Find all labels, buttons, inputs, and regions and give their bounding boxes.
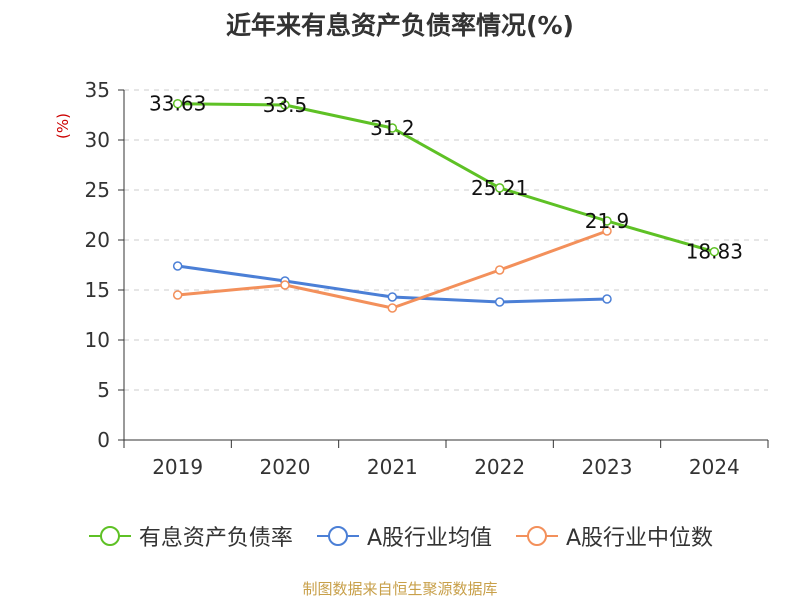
chart-title: 近年来有息资产负债率情况(%) xyxy=(226,11,574,40)
x-tick-label: 2019 xyxy=(152,455,203,479)
data-point xyxy=(387,123,398,133)
data-point xyxy=(172,261,183,271)
data-label: 31.2 xyxy=(370,116,415,140)
data-label: 33.63 xyxy=(149,92,206,116)
series-line-1 xyxy=(177,102,715,254)
data-point xyxy=(280,100,290,110)
data-point xyxy=(494,265,505,275)
source-footer: 制图数据来自恒生聚源数据库 xyxy=(302,580,498,598)
data-point xyxy=(172,98,183,109)
data-point xyxy=(280,280,290,290)
legend-item-2[interactable]: A股行业均值 xyxy=(315,520,492,552)
axes: 0 5 10 15 20 25 30 35 2019 2020 2021 2022 2023 2024 xyxy=(85,78,769,479)
y-tick-label: 35 xyxy=(85,78,110,102)
y-axis-label: (%) xyxy=(54,113,72,139)
data-point xyxy=(494,183,505,193)
data-point xyxy=(602,226,612,236)
data-point xyxy=(172,290,183,300)
y-tick-label: 25 xyxy=(85,178,110,202)
legend-label: 有息资产负债率 xyxy=(138,526,293,551)
data-label: 25.21 xyxy=(471,176,528,200)
data-label: 21.9 xyxy=(585,209,630,233)
y-tick-label: 30 xyxy=(85,128,110,152)
y-tick-label: 10 xyxy=(85,328,110,352)
x-tick-label: 2021 xyxy=(367,455,418,479)
data-label: 33.5 xyxy=(263,93,308,117)
legend-swatch-icon xyxy=(316,526,359,546)
series-layer xyxy=(172,98,720,313)
data-point xyxy=(494,297,505,307)
legend-swatch-icon xyxy=(88,526,131,546)
y-tick-label: 20 xyxy=(85,228,110,252)
y-tick-label: 15 xyxy=(85,278,110,302)
data-label: 18.83 xyxy=(686,240,743,264)
legend-label: A股行业中位数 xyxy=(566,526,714,551)
data-point xyxy=(602,294,612,304)
x-tick-label: 2024 xyxy=(689,455,740,479)
data-labels: 33.63 33.5 31.2 25.21 21.9 18.83 xyxy=(149,92,743,264)
x-tick-label: 2022 xyxy=(474,455,525,479)
x-tick-label: 2020 xyxy=(260,455,311,479)
legend-label: A股行业均值 xyxy=(366,526,492,551)
legend: 有息资产负债率 A股行业均值 A股行业中位数 xyxy=(0,520,800,552)
y-tick-label: 5 xyxy=(97,378,110,402)
legend-item-1[interactable]: 有息资产负债率 xyxy=(87,520,293,552)
legend-item-3[interactable]: A股行业中位数 xyxy=(514,520,713,552)
data-point xyxy=(387,303,398,313)
x-tick-label: 2023 xyxy=(582,455,633,479)
legend-swatch-icon xyxy=(516,526,558,546)
data-point xyxy=(602,216,612,226)
data-point xyxy=(709,246,720,257)
data-point xyxy=(387,292,398,302)
y-tick-label: 0 xyxy=(97,428,110,452)
